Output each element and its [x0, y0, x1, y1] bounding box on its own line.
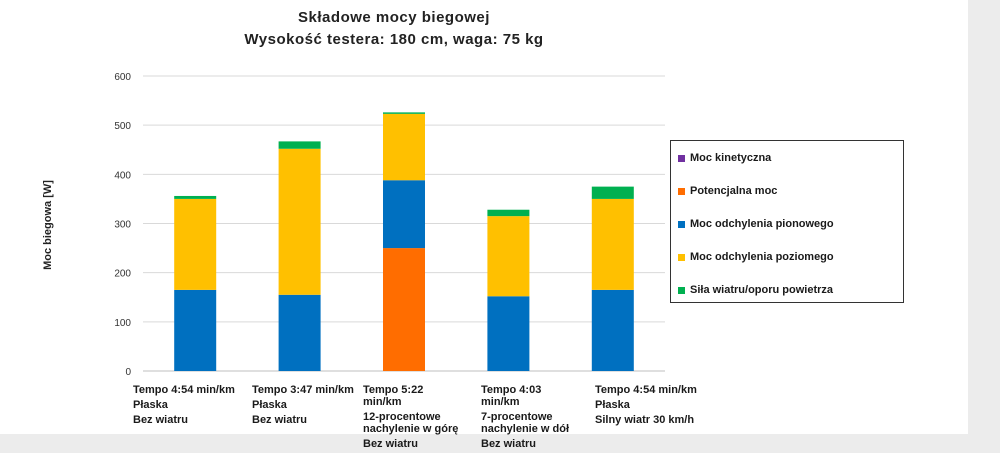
bar-segment-moc-odchylenia-poziomego-2: [383, 113, 425, 181]
x-category-label-line: Płaska: [595, 399, 630, 411]
x-category-label: Tempo 3:47 min/km Płaska Bez wiatru: [252, 384, 377, 429]
x-category-label-line: Bez wiatru: [363, 438, 419, 450]
bar-segment-moc-odchylenia-pionowego-3: [487, 296, 530, 371]
chart-title: Składowe mocy biegowej: [298, 9, 490, 26]
legend-item: Moc odchylenia pionowego: [678, 218, 834, 230]
bar-segment-moc-odchylenia-pionowego-1: [278, 294, 321, 371]
bar-segment-si-a-wiatru-oporu-powietrza-3: [487, 209, 530, 217]
x-category-label: Tempo 5:22 min/km 12-procentowe nachyleni…: [363, 384, 463, 453]
legend-label: Potencjalna moc: [690, 185, 778, 197]
bar-segment-si-a-wiatru-oporu-powietrza-1: [278, 141, 321, 149]
x-category-label-line: Bez wiatru: [481, 438, 537, 450]
legend-item: Moc kinetyczna: [678, 152, 771, 164]
legend-swatch: [678, 154, 685, 162]
legend-swatch: [678, 253, 685, 261]
bar-segment-moc-odchylenia-pionowego-2: [383, 180, 425, 249]
stacked-bar-chart: 0 100 200 300 400 500 600: [114, 72, 665, 378]
x-category-label-line: Bez wiatru: [133, 414, 189, 426]
y-tick-label: 200: [114, 269, 131, 280]
bar-segment-moc-odchylenia-poziomego-0: [174, 198, 217, 290]
legend-label: Moc odchylenia poziomego: [690, 251, 834, 263]
y-tick-label: 400: [114, 170, 131, 181]
bar-segment-si-a-wiatru-oporu-powietrza-0: [174, 195, 217, 199]
bar-segment-moc-odchylenia-poziomego-3: [487, 216, 530, 297]
x-category-label-line: Płaska: [252, 399, 287, 411]
chart-card: Składowe mocy biegowej Wysokość testera:…: [0, 0, 968, 450]
bar-segment-moc-odchylenia-pionowego-0: [174, 289, 217, 371]
x-category-label: Tempo 4:03 min/km 7-procentowe nachylenie…: [481, 384, 581, 453]
legend-swatch: [678, 286, 685, 294]
legend-label: Moc odchylenia pionowego: [690, 218, 834, 230]
x-category-label-line: Tempo 5:22 min/km: [363, 384, 424, 408]
x-category-label-line: 12-procentowe nachylenie w górę: [363, 411, 459, 435]
y-tick-label: 500: [114, 121, 131, 132]
chart-subtitle: Wysokość testera: 180 cm, waga: 75 kg: [244, 31, 544, 48]
x-category-label-line: Tempo 4:03 min/km: [481, 384, 542, 408]
y-tick-label: 100: [114, 318, 131, 329]
bar-segment-moc-odchylenia-pionowego-4: [591, 289, 634, 371]
legend-swatch: [678, 220, 685, 228]
x-category-label-line: Tempo 4:54 min/km: [133, 384, 235, 396]
x-category-label-line: Tempo 4:54 min/km: [595, 384, 697, 396]
y-tick-label: 300: [114, 220, 131, 231]
legend-item: Potencjalna moc: [678, 185, 777, 197]
legend: Moc kinetyczna Potencjalna moc Moc odchyle…: [670, 140, 904, 303]
legend-swatch: [678, 187, 685, 195]
bar-segment-moc-odchylenia-poziomego-4: [591, 198, 634, 290]
x-category-label-line: 7-procentowe nachylenie w dół: [481, 411, 570, 435]
x-category-label-line: Bez wiatru: [252, 414, 308, 426]
legend-item: Moc odchylenia poziomego: [678, 251, 834, 263]
x-category-label-line: Płaska: [133, 399, 168, 411]
x-category-label-line: Tempo 3:47 min/km: [252, 384, 354, 396]
bar-segment-moc-odchylenia-poziomego-1: [278, 148, 321, 295]
x-category-label: Tempo 4:54 min/km Płaska Silny wiatr 30 km…: [595, 384, 720, 429]
y-tick-label: 600: [114, 72, 131, 83]
bar-segment-si-a-wiatru-oporu-powietrza-4: [591, 186, 634, 199]
legend-item: Siła wiatru/oporu powietrza: [678, 284, 833, 296]
x-category-label-line: Silny wiatr 30 km/h: [595, 414, 695, 426]
x-category-label: Tempo 4:54 min/km Płaska Bez wiatru: [133, 384, 258, 429]
legend-label: Siła wiatru/oporu powietrza: [690, 284, 834, 296]
legend-label: Moc kinetyczna: [690, 152, 772, 164]
y-tick-label: 0: [125, 367, 131, 378]
bar-segment-si-a-wiatru-oporu-powietrza-2: [383, 112, 425, 114]
bar-segment-potencjalna-moc-2: [383, 248, 425, 371]
